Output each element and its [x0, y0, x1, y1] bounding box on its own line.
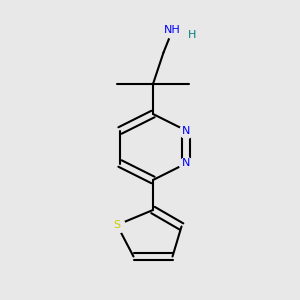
Text: N: N	[182, 125, 190, 136]
Text: N: N	[182, 158, 190, 169]
Text: NH: NH	[164, 25, 181, 35]
Text: H: H	[188, 29, 196, 40]
Text: S: S	[113, 220, 121, 230]
